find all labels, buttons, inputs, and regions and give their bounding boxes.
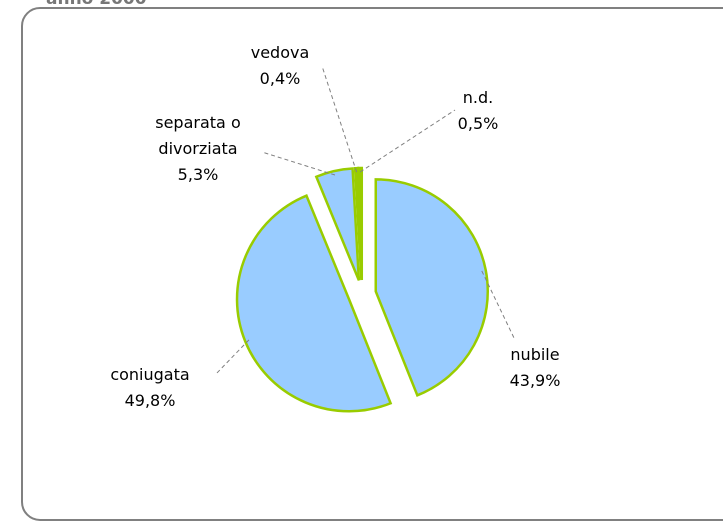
slice-value: 43,9% bbox=[509, 371, 561, 390]
slice-name: vedova bbox=[250, 43, 310, 62]
slice-value: 5,3% bbox=[177, 165, 219, 184]
pie-slice bbox=[235, 194, 393, 413]
pie-slice bbox=[374, 178, 489, 397]
leader-line bbox=[321, 65, 358, 173]
pie-slice bbox=[356, 166, 364, 281]
slice-name: coniugata bbox=[110, 365, 190, 384]
leader-line bbox=[261, 151, 336, 176]
frame bbox=[21, 7, 723, 521]
slice-value: 0,4% bbox=[259, 69, 301, 88]
pie-slice bbox=[314, 167, 361, 281]
chart-title: anno 2000 bbox=[46, 0, 147, 9]
slice-value: 49,8% bbox=[124, 391, 176, 410]
slice-name: separata o divorziata bbox=[155, 113, 241, 158]
leader-line bbox=[481, 270, 516, 341]
slice-name: nubile bbox=[510, 345, 560, 364]
slice-value: 0,5% bbox=[457, 114, 499, 133]
slice-name: n.d. bbox=[462, 88, 494, 107]
leader-line bbox=[214, 339, 250, 376]
leader-line bbox=[359, 109, 456, 173]
